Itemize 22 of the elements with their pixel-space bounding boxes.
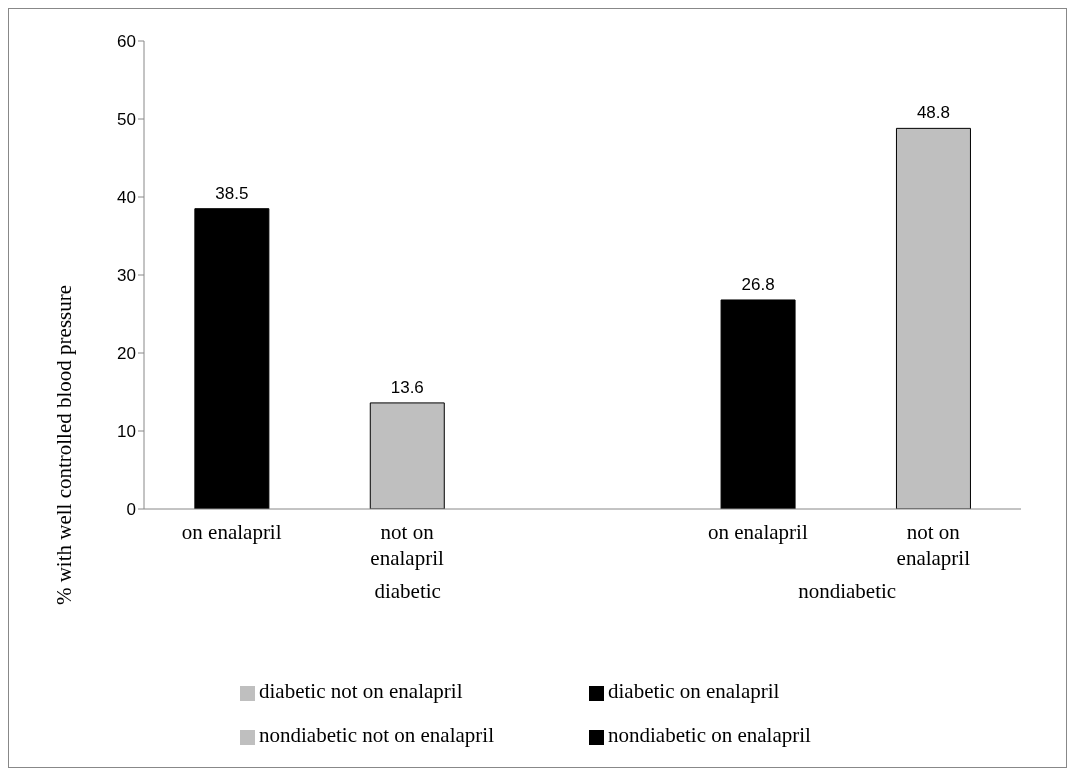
legend-label: nondiabetic on enalapril [608,722,812,749]
x-tick-label: not on enalapril [370,520,444,570]
x-tick-label: on enalapril [181,520,282,544]
y-tick-label: 60 [117,32,136,52]
y-tick-label: 0 [126,500,136,520]
data-label: 48.8 [916,103,951,123]
data-label: 26.8 [741,274,775,294]
x-tick-label: on enalapril [708,520,808,544]
legend-label: diabetic not on enalapril [259,678,464,705]
text: nondiabetic [797,579,898,604]
y-tick-label: 30 [117,266,136,286]
x-tick-label: not on enalapril [896,520,971,570]
y-axis-title: % with well controlled blood pressure [52,284,77,606]
data-label: 13.6 [390,377,424,397]
y-tick-label: 40 [117,188,136,208]
y-tick-label: 10 [117,422,136,442]
y-tick-label: 20 [117,344,136,364]
legend-label: diabetic on enalapril [608,678,781,705]
y-tick-label: 50 [117,110,136,130]
data-label: 38.5 [215,183,249,203]
text: diabetic [373,579,442,604]
legend-label: nondiabetic not on enalapril [259,722,495,749]
